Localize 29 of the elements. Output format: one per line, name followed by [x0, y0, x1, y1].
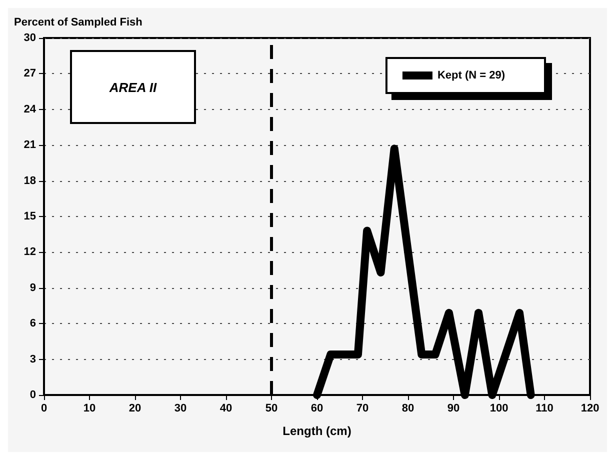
y-tick-label: 6: [30, 318, 36, 330]
x-tick-label: 110: [536, 402, 554, 414]
x-tick-label: 40: [220, 402, 232, 414]
y-tick-label: 3: [30, 353, 36, 366]
label-box: AREA II: [70, 50, 196, 124]
x-tick-label: 100: [490, 402, 508, 414]
y-tick-label: 0: [30, 389, 36, 401]
y-tick-label: 9: [30, 282, 36, 294]
y-tick-label: 24: [24, 103, 37, 116]
x-tick-label: 30: [174, 402, 187, 414]
y-tick-label: 12: [24, 246, 36, 258]
x-tick-label: 10: [83, 402, 96, 414]
legend-label: Kept (N = 29): [437, 70, 506, 82]
x-tick-label: 70: [356, 402, 369, 414]
y-tick-label: 27: [24, 68, 36, 80]
annotation: AREA II: [109, 80, 157, 94]
x-tick-label: 50: [265, 402, 278, 414]
x-axis-title: Length (cm): [282, 424, 352, 438]
x-tick-label: 20: [128, 402, 142, 414]
y-tick-label: 21: [24, 139, 36, 152]
y-tick-label: 18: [24, 174, 36, 187]
x-tick-label: 60: [310, 402, 324, 414]
y-tick-label: 15: [24, 210, 36, 222]
y-tick-label: 30: [24, 32, 36, 44]
x-tick-label: 0: [40, 402, 48, 414]
x-tick-label: 120: [580, 402, 600, 414]
x-tick-label: 80: [402, 402, 414, 414]
x-tick-label: 90: [447, 402, 460, 414]
y-axis-title: Percent of Sampled Fish: [14, 16, 143, 28]
